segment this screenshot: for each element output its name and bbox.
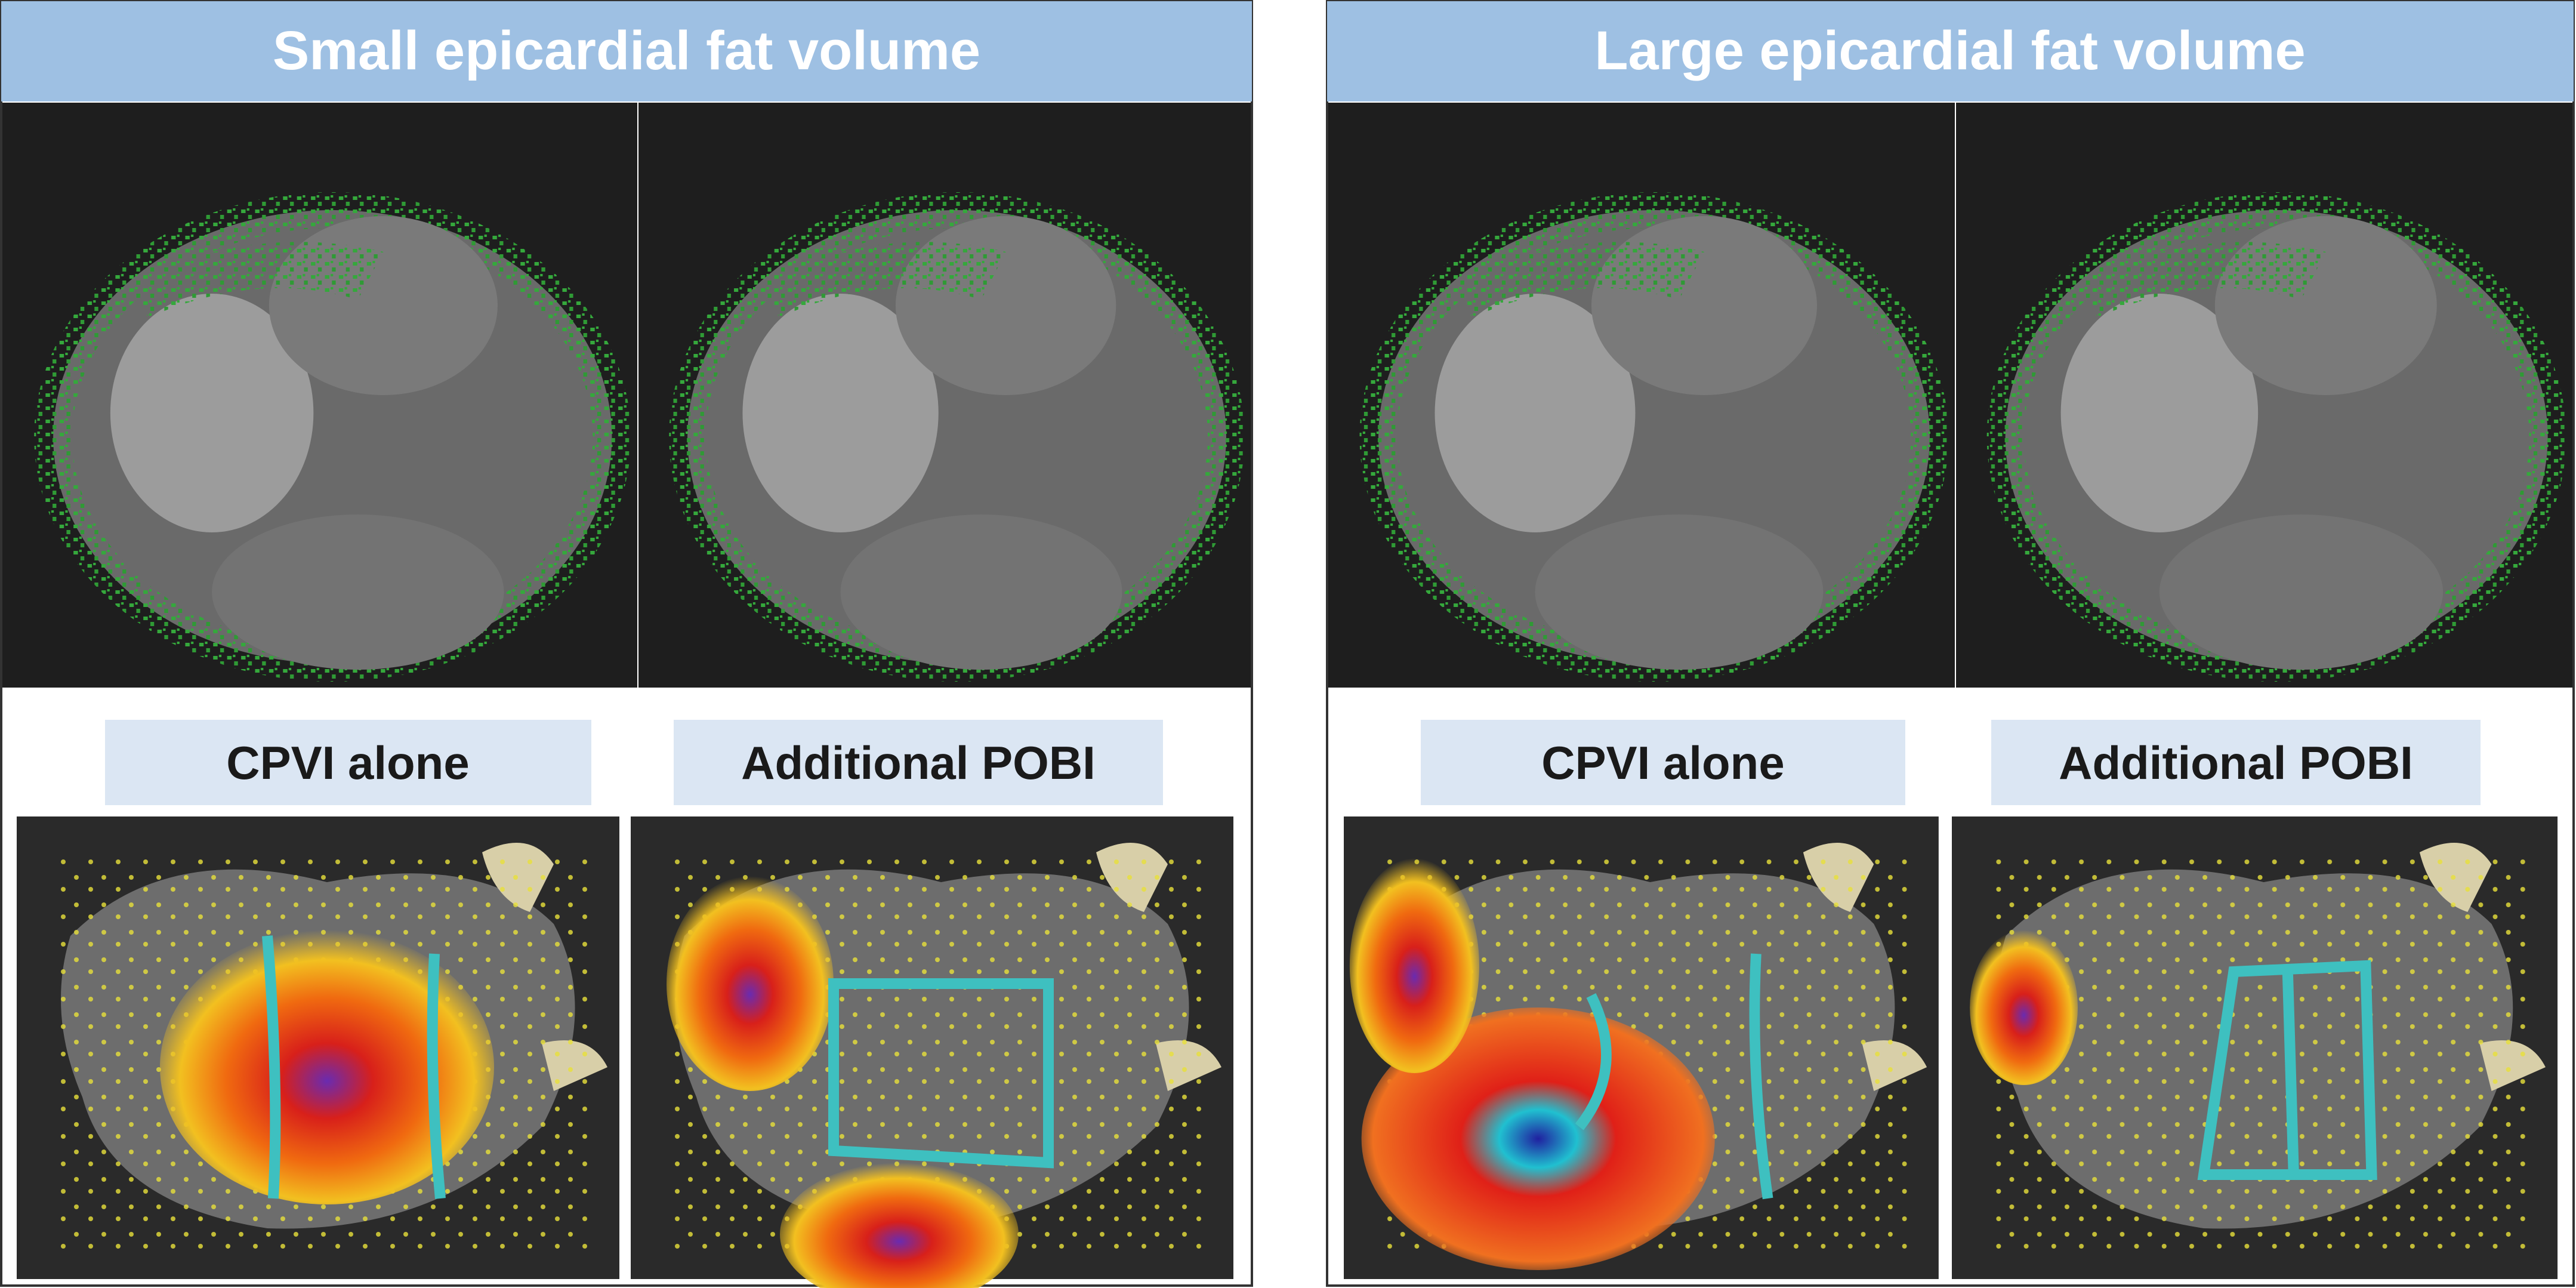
map-image [1952,816,2558,1279]
panel-title: Small epicardial fat volume [273,20,980,81]
panel-header [1,1,1252,101]
label-box [1991,720,2481,805]
ct-image [1956,103,2572,688]
ct-image [2,103,637,688]
map-image [631,816,1233,1288]
label-box [1421,720,1905,805]
sub-label: CPVI alone [226,737,469,789]
map-image [17,816,619,1279]
sub-label: Additional POBI [741,737,1096,789]
sub-label: Additional POBI [2059,737,2413,789]
label-box [674,720,1163,805]
panel-header [1327,1,2574,101]
ct-image [1328,103,1955,688]
label-box [105,720,591,805]
map-image [1344,816,1939,1279]
sub-label: CPVI alone [1541,737,1784,789]
panel-title: Large epicardial fat volume [1594,20,2305,81]
ct-image [638,103,1251,688]
